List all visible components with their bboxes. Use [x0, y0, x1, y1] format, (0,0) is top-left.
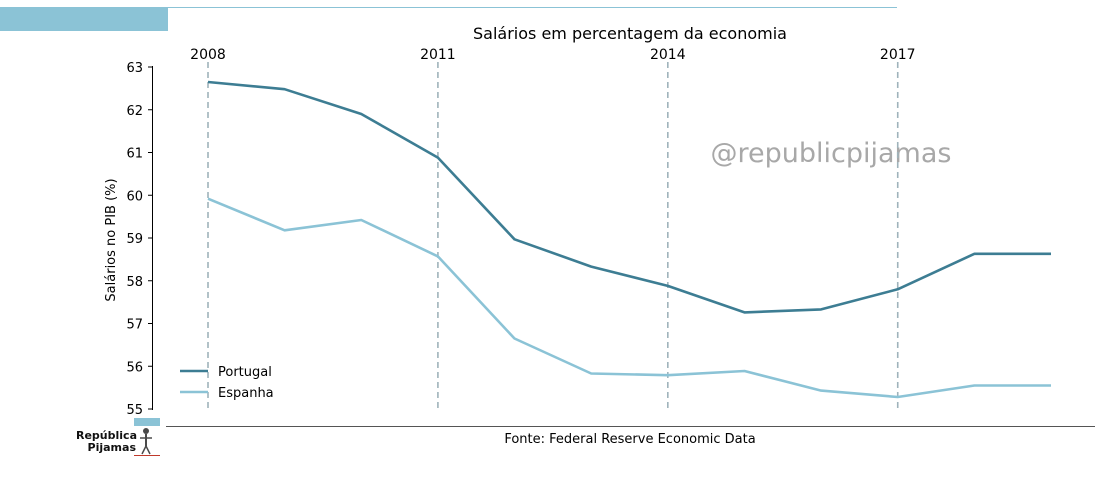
x-tick-label: 2014	[650, 47, 686, 63]
brand-logo: República Pijamas	[76, 414, 166, 458]
y-tick-label: 55	[126, 403, 143, 418]
brand-logo-icon	[134, 418, 160, 456]
brand-line1: República	[76, 429, 137, 442]
y-tick-label: 63	[126, 61, 143, 76]
series-lines	[207, 80, 1051, 399]
legend: Portugal Espanha	[180, 365, 274, 401]
y-tick-label: 57	[126, 318, 143, 333]
legend-label-portugal: Portugal	[218, 365, 272, 380]
source-note: Fonte: Federal Reserve Economic Data	[504, 432, 755, 447]
x-tick-label: 2008	[190, 47, 226, 63]
watermark: @republicpijamas	[711, 138, 952, 169]
header-accent-bar	[0, 7, 168, 31]
x-tick-label: 2017	[880, 47, 916, 63]
y-tick-label: 56	[126, 360, 143, 375]
brand-line2: Pijamas	[87, 441, 136, 454]
y-axis-label: Salários no PIB (%)	[104, 178, 119, 301]
series-espanha-line	[207, 197, 1051, 399]
chart-title: Salários em percentagem da economia	[473, 24, 787, 43]
series-portugal-line	[207, 80, 1051, 314]
y-axis: 55 56 57 58 59 60 61 62 63	[126, 61, 153, 418]
x-axis-top: 2008 2011 2014 2017	[190, 47, 915, 63]
y-tick-label: 61	[126, 147, 143, 162]
y-tick-label: 62	[126, 104, 143, 119]
reference-lines	[207, 62, 899, 412]
legend-label-espanha: Espanha	[218, 386, 274, 401]
y-tick-label: 59	[126, 232, 143, 247]
y-tick-label: 60	[126, 189, 143, 204]
x-tick-label: 2011	[420, 47, 456, 63]
y-tick-label: 58	[126, 275, 143, 290]
